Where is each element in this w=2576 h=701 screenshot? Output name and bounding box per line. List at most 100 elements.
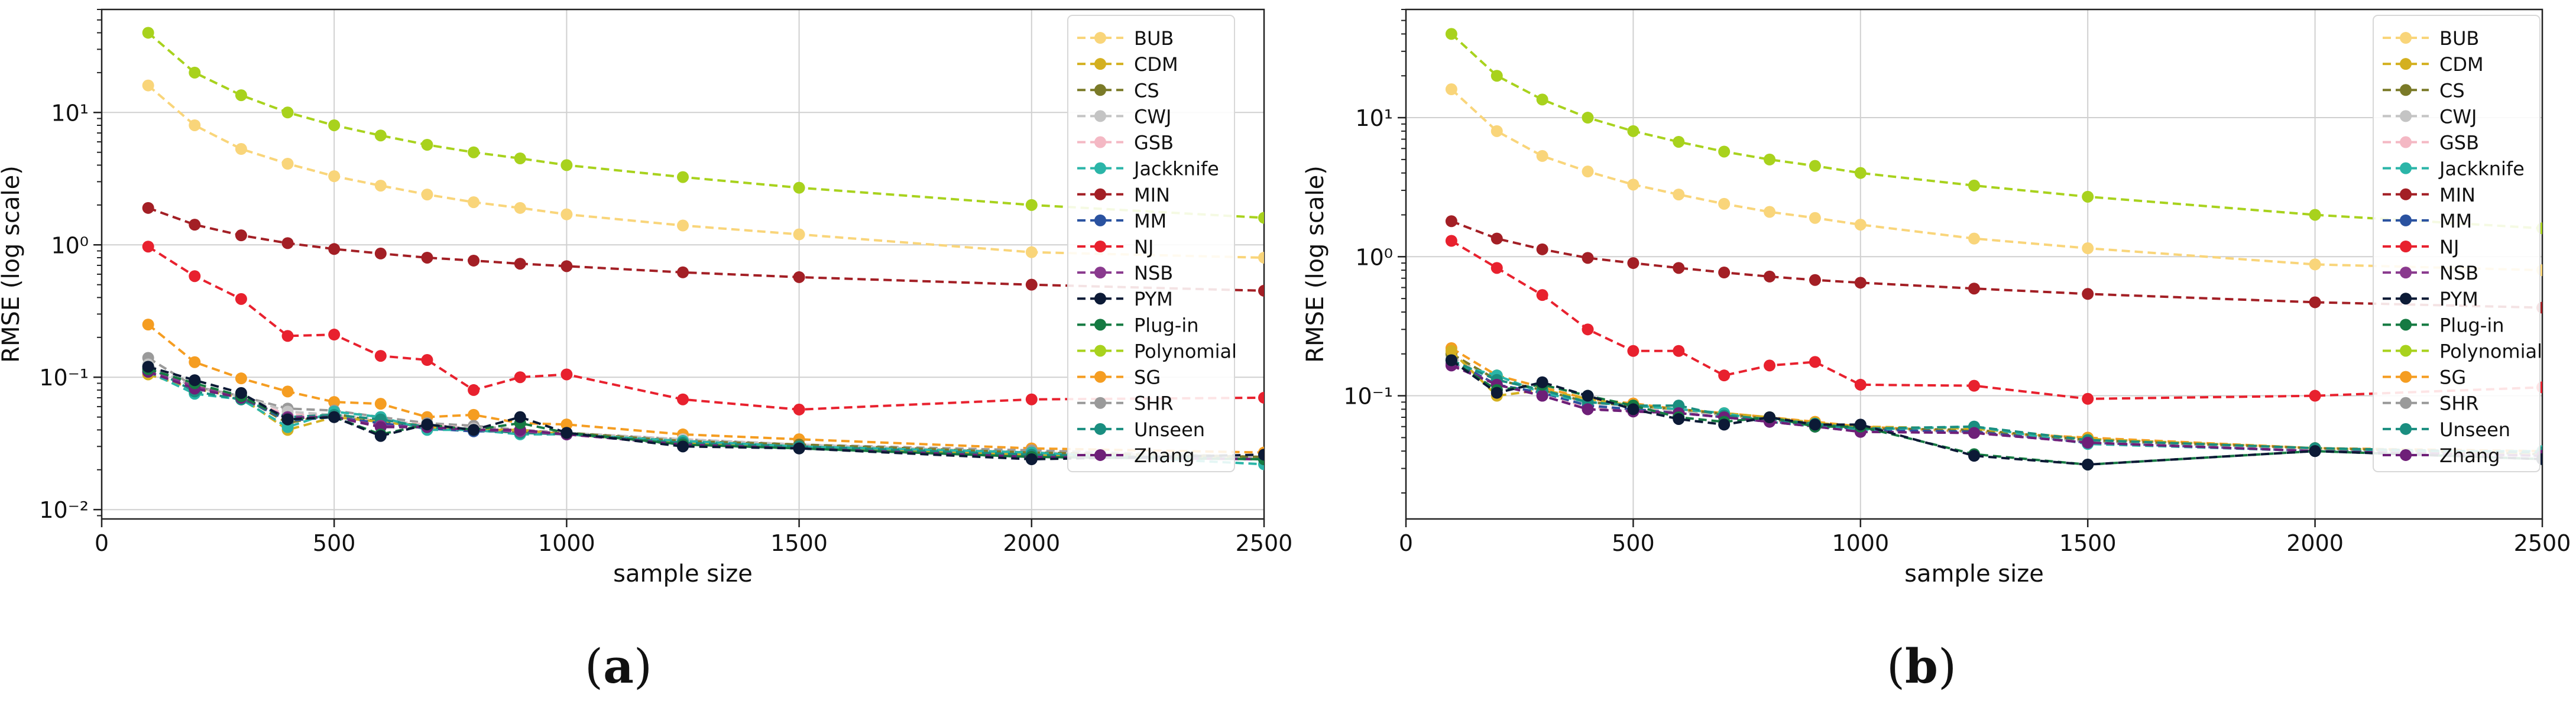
point-bub	[1968, 232, 1980, 245]
point-polynomial	[2082, 190, 2094, 203]
legend-marker-mm	[1094, 214, 1106, 226]
x-tick-label: 2500	[2514, 530, 2571, 556]
point-bub	[1582, 165, 1594, 178]
series-line-pym	[1450, 359, 2542, 466]
point-min	[1809, 274, 1821, 286]
legend-label-nsb: NSB	[2439, 262, 2478, 284]
legend-marker-cs	[2400, 84, 2412, 96]
legend-label-mm: MM	[2439, 210, 2472, 232]
point-cdm	[1445, 345, 1457, 357]
legend-item-plug-in: Plug-in	[2383, 314, 2504, 336]
point-bub	[1258, 251, 1264, 264]
series-pym	[1445, 354, 2542, 470]
point-min	[2082, 288, 2094, 300]
point-nj	[793, 403, 805, 416]
x-tick-label: 1500	[2059, 530, 2117, 556]
legend-label-nj: NJ	[2439, 236, 2459, 258]
point-nj	[328, 329, 341, 341]
series-line-plug-in	[1450, 359, 2542, 466]
legend-label-cdm: CDM	[2439, 53, 2484, 76]
legend: BUB CDM CS CWJ GSB Jackknife MIN MM NJ NSB PYM Plug…	[1067, 15, 1237, 472]
legend-marker-plug-in	[1094, 319, 1106, 331]
series-line-unseen	[1451, 359, 2542, 454]
point-nj	[1490, 262, 1503, 274]
legend-marker-nsb	[2400, 267, 2412, 279]
legend-item-polynomial: Polynomial	[2383, 340, 2542, 362]
legend-label-nsb: NSB	[1134, 262, 1173, 284]
plot-area	[142, 27, 1264, 470]
legend-marker-cwj	[1094, 110, 1106, 122]
legend-marker-plug-in	[2400, 319, 2412, 331]
point-min	[468, 254, 480, 267]
x-axis-label: sample size	[613, 560, 753, 588]
legend-item-nsb: NSB	[1077, 262, 1173, 284]
point-bub	[1764, 206, 1776, 218]
legend-item-pym: PYM	[2383, 288, 2478, 310]
point-pym	[1809, 418, 1821, 431]
y-tick-label: 10¹	[1355, 105, 1393, 131]
point-sg	[328, 396, 341, 408]
x-tick-label: 2000	[2286, 530, 2344, 556]
point-bub	[281, 158, 294, 170]
legend-item-unseen: Unseen	[2383, 418, 2510, 441]
caption-b-letter: b	[1905, 638, 1938, 694]
legend-label-pym: PYM	[1134, 288, 1173, 310]
y-tick-label: 10⁰	[1355, 244, 1393, 270]
legend-item-shr: SHR	[1077, 392, 1174, 415]
legend-marker-min	[1094, 188, 1106, 200]
point-nj	[235, 293, 247, 305]
caption-a: (a)	[584, 638, 653, 694]
legend-marker-shr	[2400, 397, 2412, 409]
point-polynomial	[142, 27, 154, 39]
point-bub	[468, 196, 480, 209]
point-polynomial	[1025, 199, 1038, 211]
legend-box	[2373, 15, 2541, 472]
legend-marker-cdm	[2400, 58, 2412, 70]
point-polynomial	[1809, 160, 1821, 172]
legend-marker-unseen	[1094, 423, 1106, 435]
point-bub	[1718, 197, 1731, 210]
legend-item-nj: NJ	[1077, 236, 1153, 258]
legend-marker-pym	[2400, 293, 2412, 305]
chart-panel-b: 0 500 1000 1500 2000 2500 10⁻¹ 10⁰ 10¹ sample siz…	[1302, 8, 2571, 588]
point-bub	[374, 180, 387, 192]
legend-marker-jackknife	[2400, 162, 2412, 174]
caption-a-letter: a	[603, 638, 634, 694]
point-min	[793, 271, 805, 283]
legend-label-shr: SHR	[2439, 392, 2479, 415]
point-polynomial	[2309, 209, 2321, 221]
point-sg	[560, 418, 573, 431]
series-bub	[142, 79, 1264, 264]
legend-label-shr: SHR	[1134, 392, 1174, 415]
point-bub	[560, 208, 573, 220]
point-min	[677, 266, 689, 278]
point-polynomial	[421, 138, 433, 151]
point-nj	[677, 393, 689, 405]
point-bub	[1854, 219, 1867, 231]
point-pym	[421, 418, 433, 431]
point-min	[1258, 284, 1264, 297]
point-polynomial	[189, 66, 201, 79]
point-pym	[189, 374, 201, 387]
legend-marker-pym	[1094, 293, 1106, 305]
legend-marker-bub	[2400, 32, 2412, 44]
point-nj	[2082, 392, 2094, 405]
point-bub	[514, 202, 526, 214]
point-bub	[235, 143, 247, 155]
legend-label-zhang: Zhang	[2439, 444, 2500, 467]
y-tick-label: 10⁻¹	[39, 365, 89, 391]
point-zhang	[2082, 436, 2094, 449]
point-bub	[1490, 125, 1503, 137]
series-line-bub	[1450, 88, 2542, 272]
point-pym	[1582, 390, 1594, 402]
point-min	[1490, 232, 1503, 245]
point-nj	[468, 384, 480, 396]
legend-item-cs: CS	[2383, 79, 2465, 102]
legend-marker-polynomial	[1094, 345, 1106, 357]
point-bub	[189, 119, 201, 131]
point-sg	[468, 408, 480, 421]
plot-frame	[101, 8, 1265, 520]
series-nj	[1445, 235, 2542, 405]
point-polynomial	[677, 171, 689, 183]
point-pym	[1673, 413, 1685, 425]
